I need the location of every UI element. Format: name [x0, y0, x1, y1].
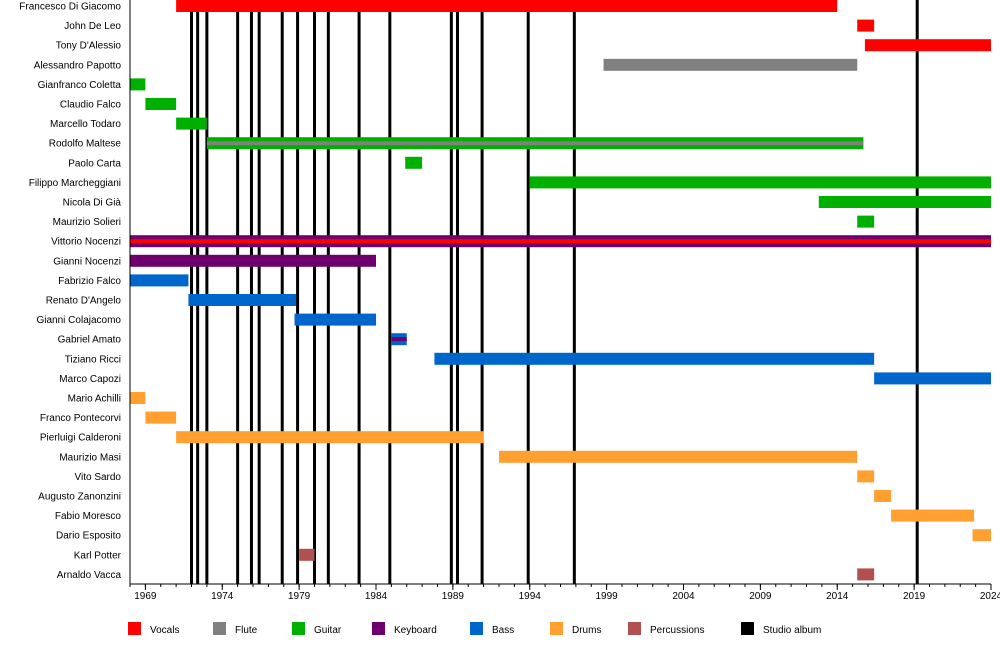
member-bar [130, 254, 376, 267]
member-bar [176, 0, 838, 12]
member-label: Gianfranco Coletta [38, 80, 122, 91]
legend-label: Studio album [763, 625, 821, 636]
member-bar [145, 411, 177, 424]
member-bar [972, 529, 991, 542]
legend-label: Drums [572, 625, 601, 636]
legend-swatch [470, 622, 483, 635]
member-label: Gabriel Amato [58, 335, 122, 346]
tick-label: 1999 [596, 591, 619, 602]
tick-label: 1984 [365, 591, 388, 602]
legend: Vocals Flute Guitar Keyboard Bass Drums Percus… [128, 622, 821, 636]
member-label: Fabrizio Falco [58, 276, 121, 287]
member-label: Arnaldo Vacca [57, 570, 122, 581]
member-bar [130, 274, 189, 287]
legend-label: Percussions [650, 625, 704, 636]
tick-label: 1969 [134, 591, 157, 602]
member-label: Rodolfo Maltese [49, 139, 122, 150]
tick-label: 2009 [749, 591, 772, 602]
legend-swatch [213, 622, 226, 635]
member-label: Franco Pontecorvi [40, 413, 121, 424]
legend-label: Keyboard [394, 625, 437, 636]
tick-label: 1989 [442, 591, 465, 602]
x-axis: 1969 1974 1979 1984 1989 1994 1999 2004 2009 2014… [129, 0, 1000, 602]
legend-label: Flute [235, 625, 258, 636]
member-label: Tiziano Ricci [65, 354, 121, 365]
member-label: Gianni Colajacomo [37, 315, 122, 326]
member-label: Marcello Todaro [50, 119, 121, 130]
member-label: Augusto Zanonzini [38, 492, 121, 503]
member-label: Renato D'Angelo [46, 296, 122, 307]
member-label: Claudio Falco [60, 100, 122, 111]
tick-label: 2019 [903, 591, 926, 602]
member-bar [818, 196, 991, 208]
member-labels: Francesco Di Giacomo John De Leo Tony D'Al… [19, 2, 121, 581]
tick-label: 1979 [288, 591, 311, 602]
member-label: Nicola Di Già [63, 198, 122, 209]
member-label: Mario Achilli [68, 394, 121, 405]
member-bar-secondary-role [206, 141, 864, 146]
tick-label: 1994 [519, 591, 542, 602]
legend-label: Bass [492, 625, 514, 636]
member-bar-secondary-role [130, 239, 991, 244]
member-bar [294, 313, 376, 326]
member-label: Marco Capozi [59, 374, 121, 385]
member-bar [891, 509, 975, 522]
member-bar [874, 490, 892, 502]
member-bar [145, 98, 177, 110]
legend-label: Vocals [150, 625, 179, 636]
member-bar [434, 352, 875, 365]
member-bar [874, 372, 991, 385]
member-bar [176, 117, 207, 130]
member-label: Fabio Moresco [55, 511, 122, 522]
member-bar [299, 548, 315, 561]
member-label: Paolo Carta [68, 158, 121, 169]
member-bar [603, 58, 858, 71]
member-label: Alessandro Papotto [34, 60, 122, 71]
member-label: Maurizio Masi [59, 452, 121, 463]
legend-swatch [550, 622, 563, 635]
member-bar-secondary-role [391, 337, 407, 342]
tick-label: 2004 [672, 591, 695, 602]
member-bar [188, 294, 297, 306]
legend-swatch [741, 622, 754, 635]
member-bar [405, 156, 423, 169]
legend-swatch [628, 622, 641, 635]
legend-swatch [128, 622, 141, 635]
member-bar [857, 215, 875, 228]
legend-swatch [372, 622, 385, 635]
member-label: Gianni Nocenzi [53, 256, 121, 267]
member-bar [529, 176, 991, 189]
tick-label: 2024 [980, 591, 1000, 602]
member-bars [130, 0, 991, 581]
member-label: Vito Sardo [74, 472, 121, 483]
member-bar [857, 19, 875, 32]
member-label: Pierluigi Calderoni [40, 433, 121, 444]
member-label: John De Leo [64, 21, 121, 32]
member-bar [857, 568, 875, 581]
member-bar [857, 470, 875, 483]
member-label: Dario Esposito [56, 531, 121, 542]
member-label: Karl Potter [74, 550, 122, 561]
member-bar [176, 431, 484, 444]
studio-album-lines [190, 0, 919, 584]
tick-label: 1974 [211, 591, 234, 602]
legend-swatch [292, 622, 305, 635]
member-bar [130, 78, 146, 91]
member-bar [864, 39, 991, 52]
member-label: Francesco Di Giacomo [19, 2, 121, 13]
member-label: Maurizio Solieri [53, 217, 121, 228]
member-bar [130, 392, 146, 404]
member-label: Tony D'Alessio [56, 41, 122, 52]
member-label: Filippo Marcheggiani [29, 178, 121, 189]
member-bar [499, 450, 858, 463]
legend-label: Guitar [314, 625, 342, 636]
member-label: Vittorio Nocenzi [51, 237, 121, 248]
tick-label: 2014 [826, 591, 849, 602]
